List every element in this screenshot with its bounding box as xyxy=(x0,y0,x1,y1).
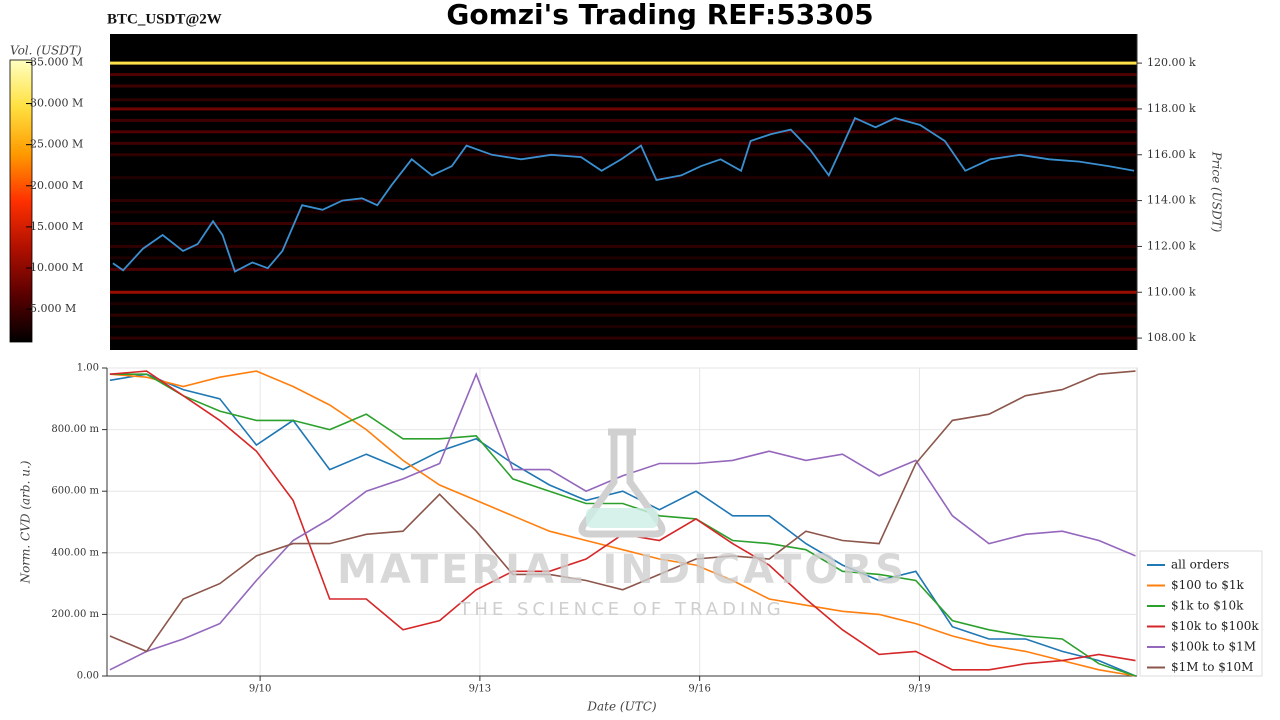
colorbar-tick-label: 25.000 M xyxy=(30,138,83,151)
volume-level xyxy=(110,222,1137,226)
y-tick-label: 0.00 xyxy=(77,671,99,682)
legend-label: $10k to $100k xyxy=(1171,619,1259,633)
y-tick-label: 108.00 k xyxy=(1147,331,1196,344)
price-line xyxy=(112,116,1135,273)
x-tick-label: 9/16 xyxy=(688,684,710,695)
volume-level xyxy=(110,336,1137,340)
volume-level xyxy=(110,313,1137,317)
volume-level xyxy=(110,244,1137,248)
chart-title: Gomzi's Trading REF:53305 xyxy=(446,0,873,31)
colorbar-tick-label: 15.000 M xyxy=(30,220,83,233)
y-tick-label: 112.00 k xyxy=(1147,239,1196,252)
watermark-subtext: THE SCIENCE OF TRADING xyxy=(458,599,784,620)
watermark-text: MATERIAL INDICATORS xyxy=(337,547,907,593)
colorbar-label: Vol. (USDT) xyxy=(10,44,82,58)
cvd-line xyxy=(109,373,1136,677)
cvd-line xyxy=(109,373,1136,677)
legend-label: $100k to $1M xyxy=(1171,640,1256,654)
y-tick-label: 116.00 k xyxy=(1147,148,1196,161)
legend-label: $1k to $10k xyxy=(1171,599,1244,613)
y-tick-label: 1.00 xyxy=(77,363,99,374)
volume-level xyxy=(110,256,1137,260)
volume-level xyxy=(110,153,1137,157)
legend: all orders $100 to $1k $1k to $10k $10k to … xyxy=(1139,550,1263,677)
watermark-icon xyxy=(578,428,666,538)
colorbar-tick-label: 5.000 M xyxy=(30,302,76,315)
volume-level xyxy=(110,290,1137,294)
volume-level xyxy=(110,107,1137,111)
legend-label: all orders xyxy=(1171,558,1229,572)
volume-level xyxy=(110,302,1137,306)
volume-level xyxy=(110,325,1137,329)
y-tick-label: 114.00 k xyxy=(1147,194,1196,207)
cvd-line xyxy=(109,372,1136,671)
y-tick-label: 200.00 m xyxy=(51,609,99,620)
volume-level xyxy=(110,130,1137,134)
volume-level xyxy=(110,118,1137,122)
colorbar-tick-label: 30.000 M xyxy=(30,97,83,110)
volume-level xyxy=(110,98,1137,102)
x-axis-label: Date (UTC) xyxy=(586,700,656,714)
cvd-line xyxy=(109,370,1136,653)
x-tick-label: 9/13 xyxy=(469,684,491,695)
y-tick-label: 600.00 m xyxy=(51,486,99,497)
y-axis-label: Price (USDT) xyxy=(1210,151,1224,233)
x-tick-label: 9/19 xyxy=(908,684,930,695)
legend-box xyxy=(1139,550,1263,677)
watermark-icon xyxy=(586,508,658,528)
y-tick-label: 120.00 k xyxy=(1147,56,1196,69)
y-tick-label: 800.00 m xyxy=(51,424,99,435)
colorbar-tick-label: 20.000 M xyxy=(30,179,83,192)
volume-level xyxy=(110,176,1137,180)
volume-level xyxy=(110,210,1137,214)
colorbar xyxy=(9,59,33,343)
y-tick-label: 110.00 k xyxy=(1147,285,1196,298)
cvd-line xyxy=(109,370,1136,677)
volume-level xyxy=(110,141,1137,145)
volume-level xyxy=(110,199,1137,203)
legend-label: $100 to $1k xyxy=(1171,578,1244,592)
legend-label: $1M to $10M xyxy=(1171,660,1253,674)
x-tick-label: 9/10 xyxy=(249,684,271,695)
volume-level xyxy=(110,267,1137,271)
y-axis-label: Norm. CVD (arb. u.) xyxy=(19,460,33,584)
colorbar-tick-label: 10.000 M xyxy=(30,261,83,274)
subtitle: BTC_USDT@2W xyxy=(107,11,222,27)
y-tick-label: 400.00 m xyxy=(51,547,99,558)
volume-level xyxy=(110,73,1137,77)
watermark: MATERIAL INDICATORS THE SCIENCE OF TRADI… xyxy=(337,428,907,620)
y-tick-label: 118.00 k xyxy=(1147,102,1196,115)
volume-level xyxy=(110,84,1137,88)
colorbar-tick-label: 35.000 M xyxy=(30,55,83,68)
volume-level xyxy=(110,61,1137,65)
